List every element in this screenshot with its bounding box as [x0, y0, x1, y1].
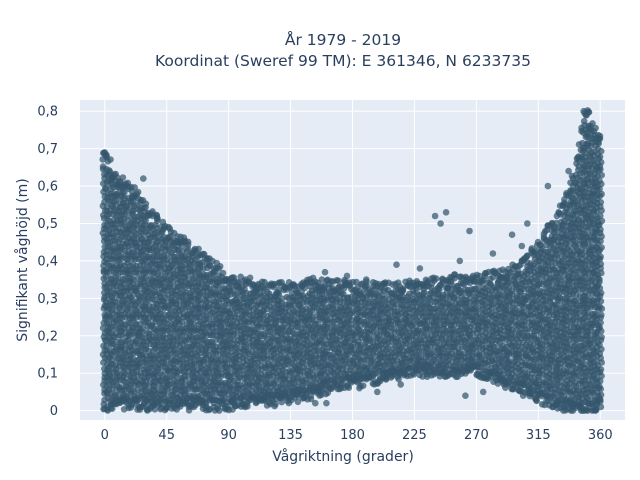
data-point: [154, 217, 161, 225]
data-point: [119, 174, 127, 181]
data-point: [541, 228, 549, 235]
data-points: [99, 107, 606, 414]
data-point: [121, 189, 128, 196]
data-point: [216, 263, 224, 270]
data-point: [102, 185, 110, 192]
data-point: [436, 286, 443, 293]
data-point: [157, 370, 164, 377]
data-point: [196, 259, 204, 267]
data-point: [132, 239, 140, 247]
data-point: [399, 287, 407, 295]
data-point: [131, 184, 138, 191]
data-point: [432, 275, 440, 282]
data-point: [335, 277, 342, 285]
data-point: [108, 356, 116, 364]
data-point: [195, 245, 202, 253]
data-point: [133, 397, 140, 405]
data-point: [246, 274, 254, 282]
data-point: [114, 369, 122, 377]
data-point: [134, 188, 142, 196]
data-point: [163, 391, 171, 399]
data-point: [112, 170, 119, 178]
data-point: [219, 269, 227, 277]
data-point: [142, 204, 149, 211]
data-point: [478, 278, 486, 286]
data-point: [108, 405, 116, 413]
